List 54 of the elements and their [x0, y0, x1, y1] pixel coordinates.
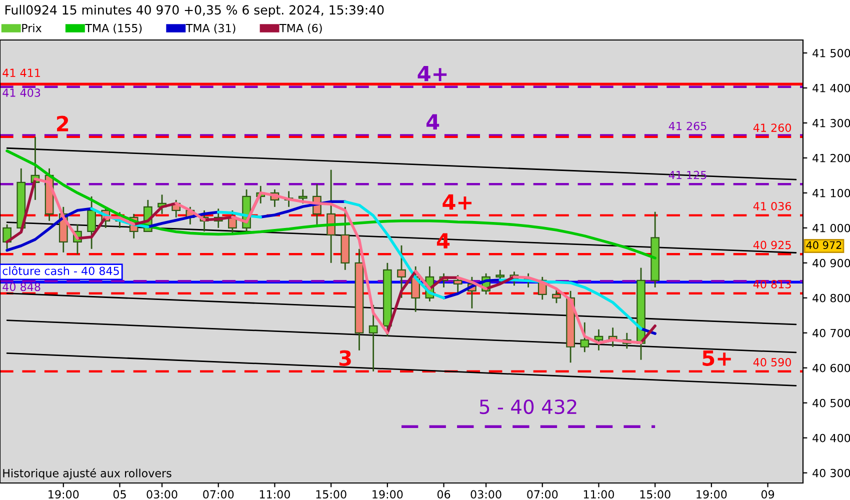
annotation: Historique ajusté aux rollovers: [3, 468, 172, 480]
legend-label: TMA (155): [85, 24, 142, 34]
y-tick-label: 40 900: [812, 258, 850, 268]
ref-line-label: 41 260: [753, 124, 791, 132]
y-tick-label: 41 100: [812, 188, 850, 198]
x-tick-label: 11:00: [584, 490, 614, 499]
y-tick-label: 41 500: [812, 48, 850, 58]
x-tick-label: 07:00: [527, 490, 558, 499]
x-tick-label: 19:00: [48, 490, 79, 499]
annotation: 4+: [418, 66, 447, 82]
y-tick-label: 40 500: [812, 398, 850, 408]
ref-line-label: 40 925: [753, 240, 791, 250]
y-tick-label: 40 300: [812, 468, 850, 478]
line-series: [6, 150, 656, 260]
legend-label: TMA (6): [280, 24, 322, 34]
ref-line-label: 40 590: [753, 358, 791, 366]
x-tick-label: 15:00: [640, 490, 670, 499]
y-tick-label: 41 200: [812, 154, 850, 162]
x-tick-label: 19:00: [696, 490, 727, 499]
annotation: 4: [426, 114, 440, 130]
y-tick-label: 40 600: [812, 364, 850, 372]
y-tick-label: 40 700: [812, 328, 850, 338]
candlestick: [580, 322, 590, 353]
ref-line-label: clôture cash - 40 845: [2, 266, 119, 276]
x-tick-label: 03:00: [470, 490, 502, 499]
x-tick-label: 09: [761, 490, 774, 499]
annotation: 2: [57, 116, 68, 132]
ref-line-label: 41 265: [668, 122, 706, 130]
ref-line-label: 40 848: [2, 282, 40, 292]
y-tick-label: 40 800: [812, 294, 850, 302]
annotation: 4+: [442, 194, 472, 210]
y-tick-label: 41 300: [812, 118, 850, 128]
chart-title: Full0924 15 minutes 40 970 +0,35 % 6 sept. 2024, 15:39:40: [5, 4, 384, 18]
legend-label: Prix: [22, 24, 42, 32]
x-tick-label: 15:00: [316, 490, 346, 499]
y-tick-label: 41 000: [812, 224, 850, 232]
x-tick-label: 06: [437, 490, 450, 499]
y-tick-label: 40 400: [812, 434, 850, 442]
ref-line-label: 41 036: [753, 202, 792, 210]
legend-label: TMA (31): [186, 24, 236, 34]
annotation: 3: [339, 350, 351, 366]
series-label: 5 - 40 432: [480, 399, 576, 414]
x-tick-label: 11:00: [260, 490, 290, 499]
x-tick-label: 03:00: [146, 490, 178, 499]
ref-line-label: 41 411: [2, 68, 40, 77]
y-tick-label: 41 400: [812, 84, 850, 92]
text: 40 972: [806, 241, 842, 250]
x-tick-label: 07:00: [203, 490, 234, 499]
x-tick-label: 05: [113, 490, 126, 499]
ref-line-label: 41 403: [2, 88, 40, 97]
candlestick: [552, 288, 561, 304]
annotation: 5+: [702, 350, 731, 366]
candlestick: [594, 328, 604, 352]
x-tick-label: 19:00: [372, 490, 403, 499]
